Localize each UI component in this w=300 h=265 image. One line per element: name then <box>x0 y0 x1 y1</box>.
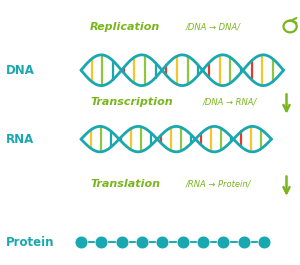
Point <box>201 240 206 245</box>
Point <box>119 240 124 245</box>
Text: DNA: DNA <box>6 64 35 77</box>
Point <box>262 240 266 245</box>
Point <box>241 240 246 245</box>
Text: Transcription: Transcription <box>90 97 172 107</box>
Point <box>180 240 185 245</box>
Point <box>140 240 144 245</box>
Text: Translation: Translation <box>90 179 160 189</box>
Point <box>79 240 83 245</box>
Point <box>160 240 165 245</box>
Text: /RNA → Protein/: /RNA → Protein/ <box>185 180 251 189</box>
Text: /DNA → RNA/: /DNA → RNA/ <box>202 98 256 107</box>
Text: Replication: Replication <box>90 21 160 32</box>
Point <box>99 240 104 245</box>
Text: RNA: RNA <box>6 132 34 146</box>
Text: /DNA → DNA/: /DNA → DNA/ <box>185 22 240 31</box>
Text: Protein: Protein <box>6 236 55 249</box>
Point <box>221 240 226 245</box>
